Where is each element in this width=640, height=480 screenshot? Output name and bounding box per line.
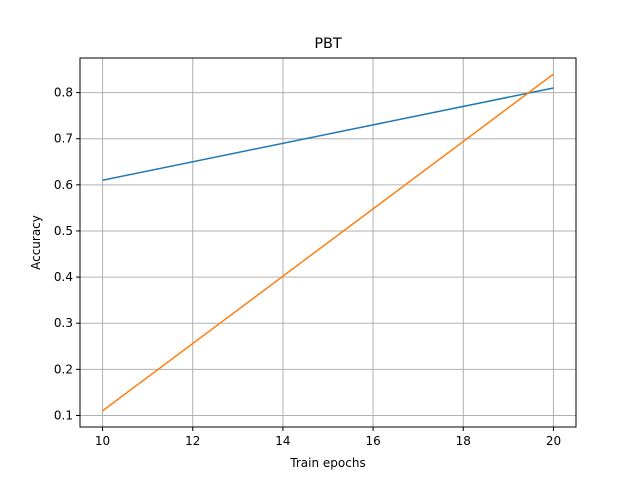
y-axis-label: Accuracy bbox=[29, 215, 43, 270]
series-line-series-2 bbox=[102, 73, 554, 412]
series-line-series-1 bbox=[102, 87, 554, 181]
series-layer bbox=[102, 73, 554, 412]
plot-frame bbox=[79, 57, 577, 428]
x-tick-label: 20 bbox=[546, 434, 561, 448]
y-tick-label: 0.7 bbox=[54, 132, 73, 146]
y-tick-label: 0.6 bbox=[54, 178, 73, 192]
x-axis-label: Train epochs bbox=[289, 456, 365, 470]
y-tick-label: 0.2 bbox=[54, 362, 73, 376]
x-tick-label: 12 bbox=[185, 434, 200, 448]
ticks: 10 12 14 16 18 20 0.1 0.2 0.3 0.4 0.5 0.6 0.7 0.8 bbox=[54, 86, 561, 448]
x-tick-label: 14 bbox=[275, 434, 290, 448]
x-tick-label: 10 bbox=[95, 434, 110, 448]
grid bbox=[80, 58, 576, 427]
y-tick-label: 0.8 bbox=[54, 86, 73, 100]
y-tick-label: 0.5 bbox=[54, 224, 73, 238]
x-tick-label: 16 bbox=[365, 434, 380, 448]
y-tick-label: 0.3 bbox=[54, 316, 73, 330]
x-tick-label: 18 bbox=[456, 434, 471, 448]
chart-title: PBT bbox=[314, 36, 342, 52]
y-tick-label: 0.4 bbox=[54, 270, 73, 284]
y-tick-label: 0.1 bbox=[54, 408, 73, 422]
